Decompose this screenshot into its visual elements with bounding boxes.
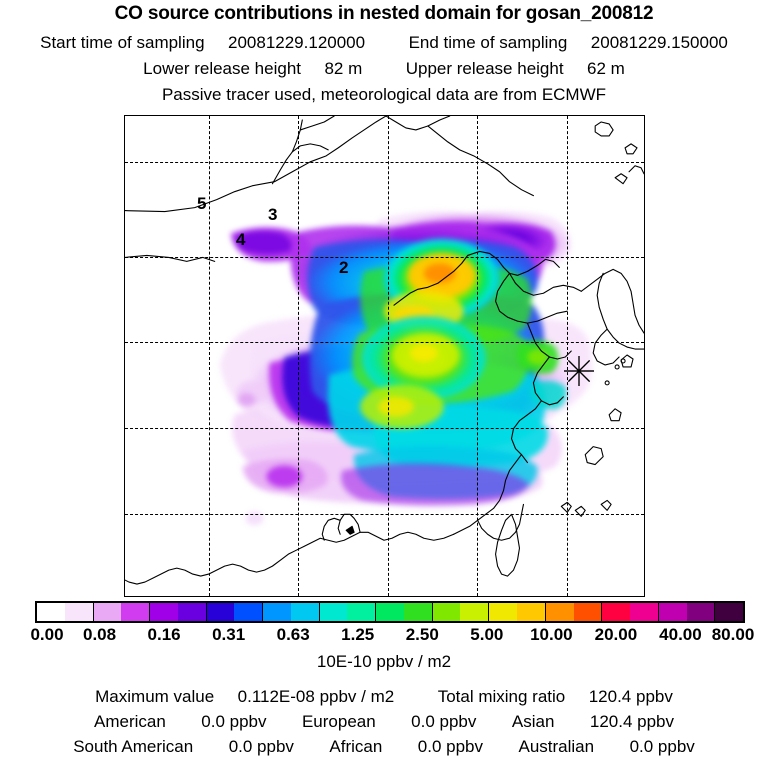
gridline-horizontal: [125, 514, 644, 515]
region-name-european: European: [301, 712, 376, 731]
colorbar-segment: [93, 603, 122, 621]
colorbar-segment: [403, 603, 433, 621]
colorbar-segment: [602, 603, 631, 621]
total-mixing-ratio-label: Total mixing ratio: [437, 687, 566, 706]
map-markers: 5 3 4 2: [125, 116, 644, 596]
colorbar-tick: 0.00: [30, 625, 64, 644]
gridline-horizontal: [125, 257, 644, 258]
receptor-star-icon: [564, 356, 594, 386]
colorbar-tick: 0.16: [147, 625, 181, 644]
region-name-african: African: [329, 737, 383, 756]
region-value-american: 0.0 ppbv: [201, 712, 267, 731]
colorbar-tick: 0.63: [276, 625, 310, 644]
region-name-asian: Asian: [511, 712, 555, 731]
region-value-australian: 0.0 ppbv: [629, 737, 695, 756]
gridline-vertical: [567, 116, 568, 596]
lower-release-value: 82 m: [324, 59, 363, 78]
lower-release-label: Lower release height: [143, 59, 301, 78]
gridline-vertical: [209, 116, 210, 596]
max-value-value: 0.112E-08 ppbv / m2: [237, 687, 395, 706]
colorbar-tick: 80.00: [711, 625, 755, 644]
colorbar-tick-labels: 0.00 0.08 0.16 0.31 0.63 1.25 2.50 5.00 10.00 20.…: [0, 625, 768, 647]
upper-release-label: Upper release height: [405, 59, 564, 78]
release-height-line: Lower release height 82 m Upper release …: [0, 59, 768, 79]
start-time-value: 20081229.120000: [228, 33, 366, 52]
trajectory-label-3: 3: [268, 205, 278, 224]
colorbar-segment: [376, 603, 404, 621]
gridline-vertical: [298, 116, 299, 596]
colorbar: [35, 601, 745, 623]
map-gridlines: [125, 116, 644, 596]
colorbar-segment: [290, 603, 320, 621]
colorbar-tick: 0.31: [212, 625, 246, 644]
colorbar-segment: [121, 603, 151, 621]
gridline-vertical: [477, 116, 478, 596]
region-name-south-american: South American: [73, 737, 194, 756]
tracer-note: Passive tracer used, meteorological data…: [161, 85, 607, 104]
map-panel: 5 3 4 2: [124, 115, 645, 597]
colorbar-segment: [347, 603, 377, 621]
trajectory-label-4: 4: [236, 230, 246, 249]
region-row-2: South American 0.0 ppbv African 0.0 ppbv…: [0, 737, 768, 757]
colorbar-segment: [489, 603, 518, 621]
colorbar-segment: [319, 603, 348, 621]
trajectory-label-5: 5: [197, 194, 207, 213]
colorbar-tick: 20.00: [594, 625, 638, 644]
colorbar-segment: [460, 603, 490, 621]
colorbar-segment: [432, 603, 461, 621]
region-value-european: 0.0 ppbv: [411, 712, 477, 731]
upper-release-value: 62 m: [587, 59, 625, 78]
concentration-plume: [219, 211, 592, 526]
region-value-african: 0.0 ppbv: [417, 737, 484, 756]
gridline-horizontal: [125, 162, 644, 163]
colorbar-segment: [545, 603, 574, 621]
colorbar-segment: [150, 603, 178, 621]
colorbar-tick: 40.00: [659, 625, 702, 644]
start-time-label: Start time of sampling: [40, 33, 205, 52]
coastline-overlay: [125, 116, 644, 585]
summary-max-row: Maximum value 0.112E-08 ppbv / m2 Total …: [0, 687, 768, 707]
colorbar-segment: [263, 603, 291, 621]
colorbar-segment: [715, 603, 744, 621]
colorbar-segment: [64, 603, 94, 621]
colorbar-tick: 5.00: [470, 625, 504, 644]
colorbar-segment: [658, 603, 687, 621]
colorbar-tick: 0.08: [82, 625, 117, 644]
colorbar-segment: [177, 603, 207, 621]
gridline-horizontal: [125, 342, 644, 343]
page-title: CO source contributions in nested domain…: [114, 3, 654, 24]
colorbar-segment: [234, 603, 264, 621]
end-time-label: End time of sampling: [408, 33, 568, 52]
region-value-asian: 120.4 ppbv: [589, 712, 675, 731]
total-mixing-ratio-value: 120.4 ppbv: [588, 687, 673, 706]
colorbar-segment: [630, 603, 659, 621]
gridline-horizontal: [125, 428, 644, 429]
end-time-value: 20081229.150000: [590, 33, 728, 52]
max-value-label: Maximum value: [95, 687, 215, 706]
region-name-australian: Australian: [518, 737, 595, 756]
trajectory-label-2: 2: [339, 258, 349, 277]
gridline-vertical: [388, 116, 389, 596]
region-value-south-american: 0.0 ppbv: [228, 737, 294, 756]
colorbar-unit-label: 10E-10 ppbv / m2: [316, 652, 452, 671]
colorbar-segment: [37, 603, 65, 621]
colorbar-segment: [517, 603, 546, 621]
region-row-1: American 0.0 ppbv European 0.0 ppbv Asia…: [0, 712, 768, 732]
colorbar-segment: [206, 603, 235, 621]
colorbar-segment: [686, 603, 716, 621]
sampling-time-line: Start time of sampling 20081229.120000 E…: [0, 33, 768, 53]
colorbar-tick: 1.25: [341, 625, 375, 644]
colorbar-tick: 2.50: [405, 625, 439, 644]
colorbar-segment: [573, 603, 603, 621]
colorbar-bands: [35, 601, 745, 623]
colorbar-tick: 10.00: [530, 625, 573, 644]
region-name-american: American: [93, 712, 166, 731]
